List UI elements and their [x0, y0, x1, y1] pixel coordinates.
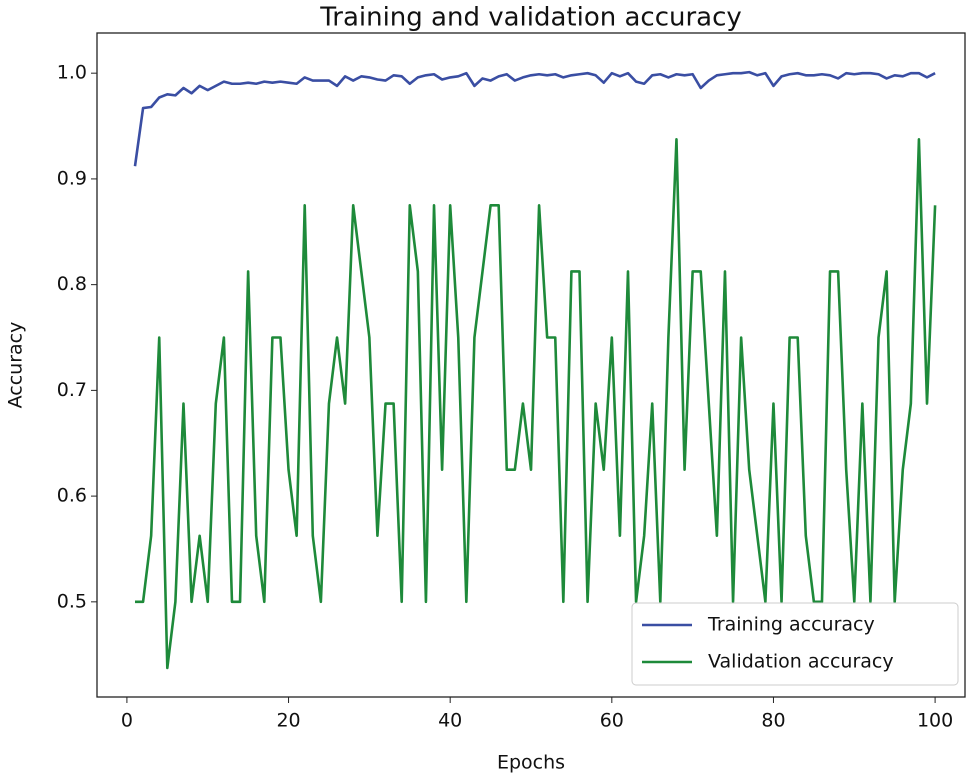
y-tick-label: 0.5	[57, 590, 87, 612]
y-tick-label: 1.0	[57, 62, 87, 84]
x-tick-label: 60	[600, 710, 624, 732]
x-tick-label: 100	[917, 710, 953, 732]
plot-frame	[96, 32, 966, 698]
y-tick-label: 0.9	[57, 167, 87, 189]
y-axis-label: Accuracy	[5, 322, 27, 409]
chart-title: Training and validation accuracy	[319, 3, 742, 33]
x-tick-label: 0	[121, 710, 133, 732]
x-tick-label: 40	[438, 710, 462, 732]
series-line	[134, 137, 937, 670]
x-tick-label: 20	[276, 710, 300, 732]
x-tick-label: 80	[761, 710, 785, 732]
y-tick-label: 0.8	[57, 273, 87, 295]
y-tick-label: 0.6	[57, 485, 87, 507]
y-tick-label: 0.7	[57, 379, 87, 401]
legend-label: Training accuracy	[707, 614, 875, 636]
series-line	[133, 70, 936, 167]
x-axis-label: Epochs	[497, 752, 565, 774]
legend-box	[631, 602, 959, 686]
legend-label: Validation accuracy	[708, 651, 894, 673]
